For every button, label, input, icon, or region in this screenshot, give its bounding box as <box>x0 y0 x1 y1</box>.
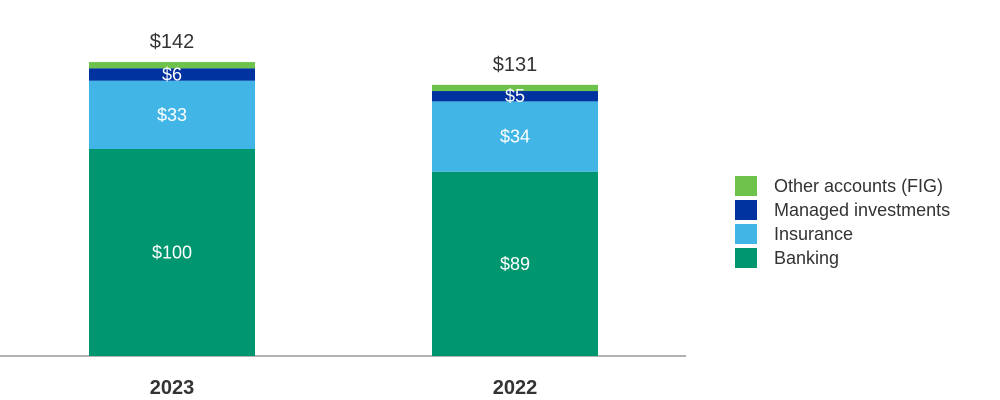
legend-label: Other accounts (FIG) <box>774 176 943 196</box>
legend-swatch <box>735 248 757 268</box>
data-label: $100 <box>152 243 192 263</box>
bar-segment-2023-insurance <box>89 80 255 149</box>
legend: Other accounts (FIG) Managed investments I… <box>735 176 950 268</box>
data-label: $34 <box>500 127 530 147</box>
bar-segment-2022-managed-investments <box>432 91 598 102</box>
legend-swatch <box>735 224 757 244</box>
bars-group <box>89 62 598 356</box>
bar-segment-2023-other-accounts-fig- <box>89 62 255 69</box>
x-tick-label: 2023 <box>150 377 195 399</box>
legend-label: Banking <box>774 248 839 268</box>
total-label: $142 <box>150 31 195 53</box>
legend-swatch <box>735 200 757 220</box>
legend-label: Insurance <box>774 224 853 244</box>
data-label: $33 <box>157 105 187 125</box>
data-label: $6 <box>162 64 182 84</box>
labels-group: $100 $33 $6 $142 2023 $89 $34 $5 $131 2022 <box>150 31 538 399</box>
bar-segment-2022-banking <box>432 171 598 356</box>
data-label: $5 <box>505 86 525 106</box>
bar-segment-2022-insurance <box>432 101 598 172</box>
data-label: $89 <box>500 254 530 274</box>
bar-segment-2023-banking <box>89 149 255 356</box>
total-label: $131 <box>493 54 538 76</box>
legend-swatch <box>735 176 757 196</box>
x-tick-label: 2022 <box>493 377 538 399</box>
bar-segment-2023-managed-investments <box>89 68 255 81</box>
legend-label: Managed investments <box>774 200 950 220</box>
bar-segment-2022-other-accounts-fig- <box>432 84 598 92</box>
